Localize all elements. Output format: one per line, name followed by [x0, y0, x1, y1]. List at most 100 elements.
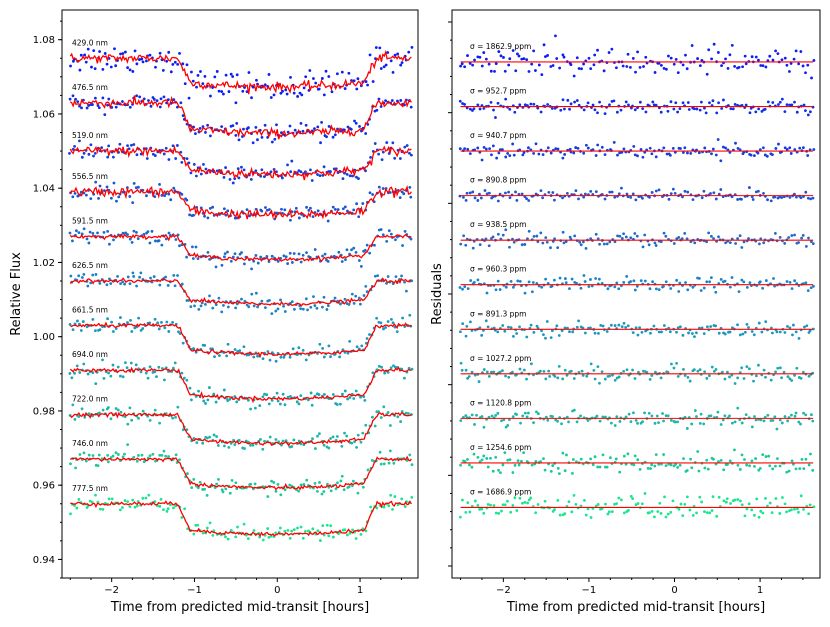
- data-point: [808, 329, 812, 332]
- data-point: [98, 282, 102, 285]
- data-point: [192, 162, 196, 166]
- data-point: [348, 531, 352, 535]
- data-point: [679, 325, 682, 329]
- data-point: [174, 157, 178, 160]
- data-point: [482, 425, 486, 429]
- data-point: [685, 67, 689, 71]
- data-point: [113, 47, 116, 51]
- data-point: [316, 209, 320, 213]
- data-point: [106, 103, 109, 107]
- data-point: [720, 64, 723, 68]
- data-point: [132, 229, 136, 233]
- data-point: [329, 524, 333, 528]
- model-curve: [69, 49, 412, 95]
- data-point: [536, 412, 540, 416]
- data-point: [376, 274, 380, 277]
- data-point: [101, 96, 105, 100]
- data-point: [724, 146, 728, 150]
- data-point: [329, 437, 332, 440]
- data-point: [91, 371, 95, 375]
- data-point: [115, 199, 118, 203]
- data-point: [725, 497, 729, 501]
- data-point: [747, 326, 750, 329]
- data-point: [348, 252, 351, 256]
- data-point: [385, 141, 389, 144]
- data-point: [575, 99, 579, 102]
- data-point: [676, 71, 680, 75]
- data-point: [555, 324, 559, 328]
- data-point: [119, 316, 122, 319]
- data-point: [598, 100, 601, 104]
- data-point: [706, 467, 710, 471]
- data-point: [382, 505, 386, 509]
- data-point: [750, 55, 754, 59]
- data-point: [189, 305, 193, 309]
- data-point: [518, 103, 522, 107]
- data-point: [507, 325, 510, 329]
- data-point: [575, 325, 579, 329]
- wavelength-label: 777.5 nm: [72, 484, 108, 493]
- data-point: [579, 504, 583, 508]
- y-tick-label: 1.04: [33, 184, 55, 195]
- data-point: [165, 320, 169, 324]
- data-point: [466, 147, 470, 151]
- data-point: [346, 351, 350, 355]
- data-point: [274, 531, 278, 535]
- data-point: [94, 382, 98, 386]
- data-point: [264, 206, 267, 209]
- data-point: [775, 330, 779, 334]
- data-point: [153, 408, 157, 412]
- data-point: [688, 508, 692, 512]
- data-point: [329, 355, 332, 359]
- data-point: [359, 302, 362, 306]
- data-point: [209, 134, 212, 138]
- data-point: [522, 368, 526, 372]
- data-point: [697, 277, 701, 280]
- data-point: [340, 474, 344, 478]
- data-point: [793, 279, 797, 283]
- data-point: [185, 255, 189, 259]
- data-point: [783, 502, 787, 506]
- data-point: [386, 275, 390, 278]
- data-point: [749, 153, 753, 157]
- data-point: [657, 288, 661, 292]
- data-point: [275, 170, 278, 174]
- data-point: [293, 128, 297, 132]
- data-point: [336, 208, 340, 211]
- data-point: [631, 497, 635, 500]
- data-point: [469, 320, 472, 324]
- data-point: [590, 284, 594, 288]
- data-point: [224, 535, 227, 539]
- data-point: [163, 378, 166, 382]
- data-point: [707, 231, 711, 235]
- data-point: [214, 265, 218, 269]
- data-point: [171, 63, 175, 66]
- data-point: [359, 532, 363, 536]
- data-point: [178, 458, 181, 462]
- data-point: [690, 44, 694, 47]
- data-point: [657, 330, 661, 334]
- data-point: [128, 105, 132, 109]
- data-point: [375, 108, 379, 112]
- data-point: [804, 413, 808, 417]
- data-point: [108, 242, 111, 246]
- data-point: [793, 507, 796, 511]
- series-0: σ = 1862.9 ppm: [459, 34, 816, 80]
- data-point: [586, 146, 590, 150]
- data-point: [261, 538, 265, 542]
- data-point: [698, 421, 702, 425]
- data-point: [593, 331, 597, 335]
- data-point: [633, 232, 637, 235]
- data-point: [304, 358, 308, 362]
- wavelength-label: 591.5 nm: [72, 216, 108, 225]
- data-point: [636, 421, 639, 425]
- data-point: [502, 418, 506, 422]
- data-point: [234, 133, 238, 137]
- data-point: [563, 153, 567, 156]
- data-point: [237, 438, 241, 442]
- data-point: [235, 73, 239, 77]
- data-point: [364, 529, 368, 533]
- data-point: [157, 239, 161, 243]
- data-point: [155, 375, 158, 379]
- data-point: [659, 511, 663, 515]
